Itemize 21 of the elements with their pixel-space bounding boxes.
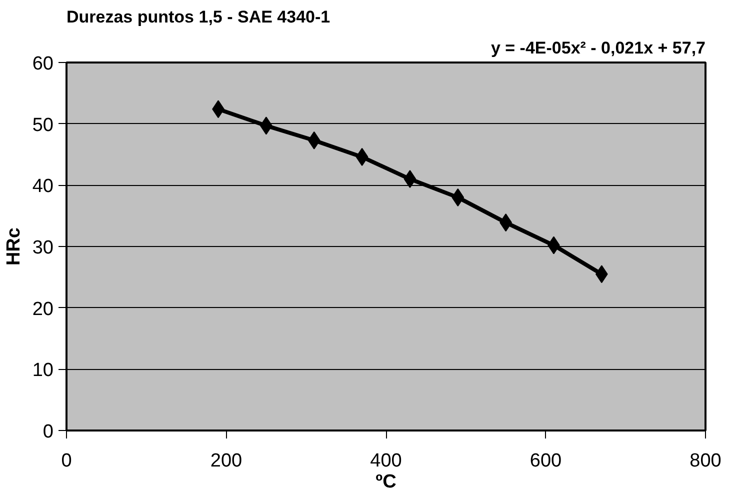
x-tick-label: 400 bbox=[370, 450, 402, 472]
x-axis-title: ºC bbox=[376, 472, 397, 492]
y-axis-title: HRc bbox=[3, 227, 24, 266]
y-tick-label: 60 bbox=[32, 54, 54, 74]
y-tick-label: 30 bbox=[32, 238, 54, 258]
point bbox=[404, 170, 416, 188]
y-tick-label: 0 bbox=[42, 422, 54, 442]
y-tick-label: 10 bbox=[32, 360, 54, 382]
y-tick-label: 20 bbox=[32, 298, 54, 320]
x-tick-label: 800 bbox=[690, 450, 722, 472]
text: y = -4E-05x² - 0,021x + 57,7 bbox=[490, 38, 706, 58]
x-tick-label: 200 bbox=[210, 450, 242, 472]
point bbox=[356, 148, 368, 166]
chart-title: Durezas puntos 1,5 - SAE 4340-1 bbox=[66, 8, 330, 26]
point bbox=[595, 265, 608, 284]
point bbox=[452, 188, 464, 206]
x-tick-label: 600 bbox=[530, 450, 562, 472]
point bbox=[308, 131, 320, 150]
x-tick-label: 0 bbox=[61, 450, 72, 472]
y-tick-label: 50 bbox=[32, 114, 54, 136]
y-tick-label: 40 bbox=[32, 176, 54, 198]
